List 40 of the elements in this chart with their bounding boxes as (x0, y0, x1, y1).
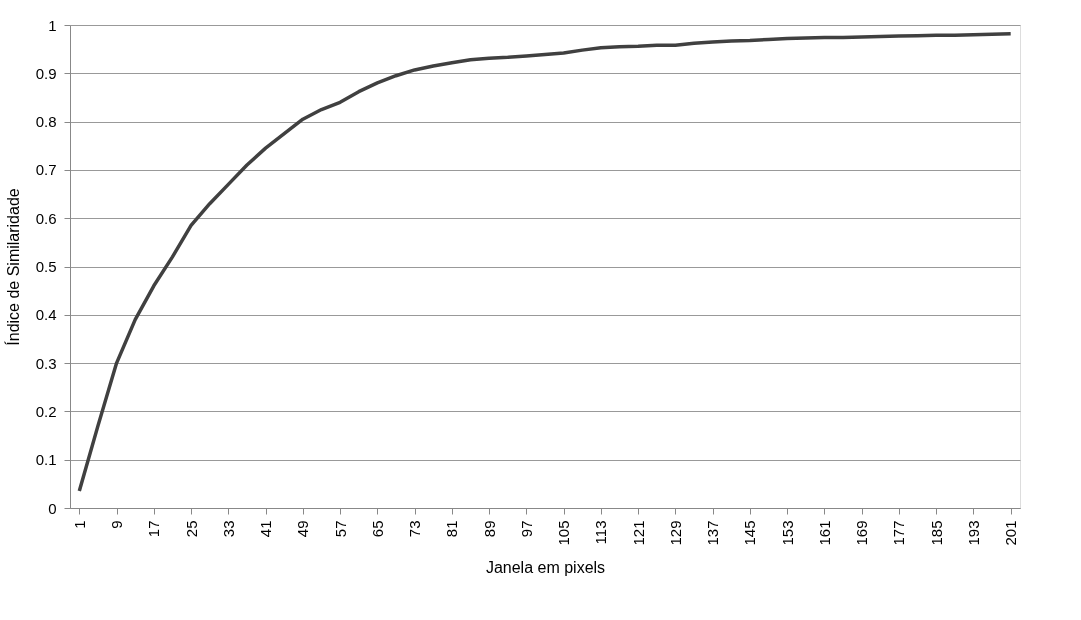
y-axis-title: Índice de Similaridade (3, 188, 22, 346)
x-tick-label: 145 (741, 520, 759, 546)
x-tick-label: 177 (890, 520, 908, 546)
x-tick-label: 129 (666, 520, 684, 546)
x-tick-label: 25 (182, 520, 200, 538)
x-tick-label: 57 (331, 520, 349, 538)
x-tick-label: 17 (145, 520, 163, 538)
x-tick-label: 89 (480, 520, 498, 538)
y-tick-label: 0.4 (35, 306, 57, 324)
x-tick-label: 193 (964, 520, 982, 546)
x-tick-label: 33 (219, 520, 237, 538)
x-tick-label: 137 (704, 520, 722, 546)
x-tick-label: 9 (108, 520, 126, 529)
y-tick-label: 0.1 (35, 451, 57, 469)
x-tick-label: 201 (1002, 520, 1020, 546)
x-tick-label: 169 (853, 520, 871, 546)
y-tick-label: 0.8 (35, 113, 57, 131)
y-tick-label: 0.6 (35, 209, 57, 227)
line-series (77, 31, 1013, 493)
y-tick-label: 0.3 (35, 354, 57, 372)
y-tick-label: 0 (48, 499, 57, 517)
x-tick-label: 97 (517, 520, 535, 538)
x-tick-label: 113 (592, 520, 610, 545)
x-tick-label: 121 (629, 520, 647, 546)
x-tick-label: 49 (294, 520, 312, 538)
y-tick-label: 0.9 (35, 64, 57, 82)
y-tick-label: 0.7 (35, 161, 57, 179)
x-tick-label: 65 (368, 520, 386, 538)
x-axis-title: Janela em pixels (485, 558, 606, 576)
x-tick-label: 105 (555, 520, 573, 546)
x-tick-label: 153 (778, 520, 796, 546)
y-tick-label: 0.2 (35, 402, 57, 420)
y-tick-label: 0.5 (35, 258, 57, 275)
x-tick-label: 73 (406, 520, 424, 538)
x-tick-label: 161 (815, 520, 833, 546)
x-tick-label: 1 (70, 520, 88, 529)
x-tick-label: 41 (257, 520, 275, 538)
y-tick-label: 1 (48, 16, 57, 34)
x-tick-label: 81 (443, 520, 461, 538)
x-tick-label: 185 (927, 520, 945, 546)
